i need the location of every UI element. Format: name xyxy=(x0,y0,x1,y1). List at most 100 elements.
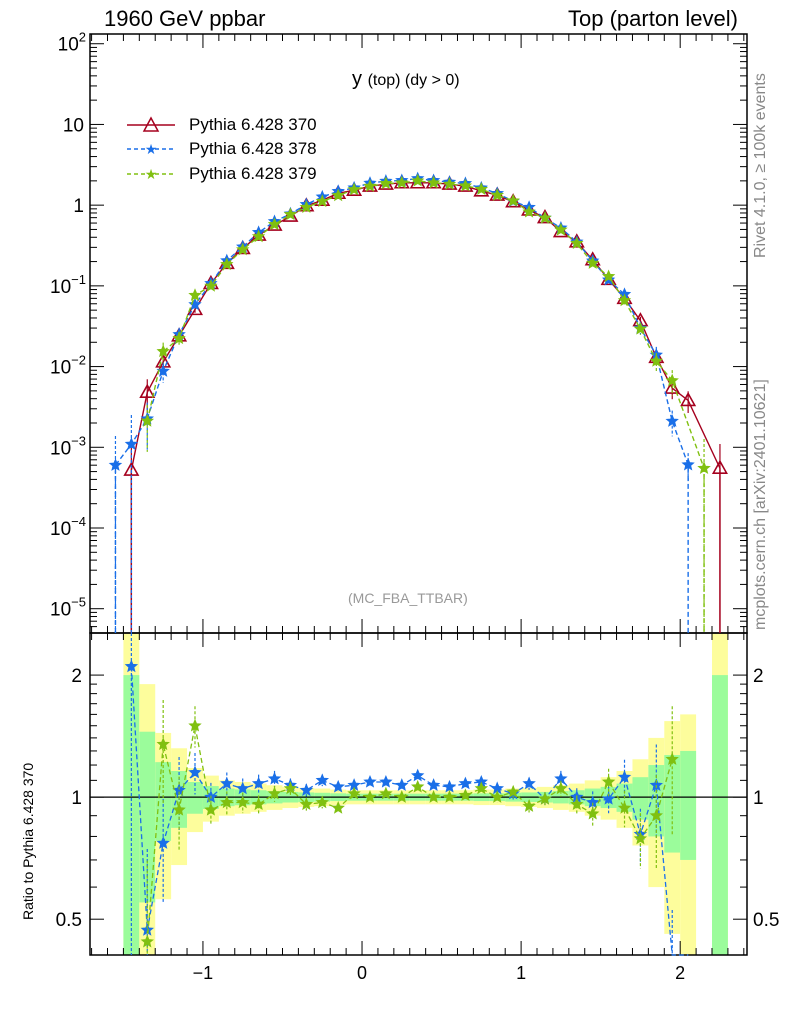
ratio-point-star xyxy=(649,808,663,822)
ratio-point-star xyxy=(395,778,409,791)
ratio-point-star xyxy=(633,831,648,845)
ratio-line-s379 xyxy=(146,725,673,942)
ratio-point-star xyxy=(379,774,393,788)
ratio-point-star xyxy=(315,773,330,787)
legend-item-378: ★ Pythia 6.428 378 xyxy=(125,138,317,160)
data-point-star xyxy=(267,217,282,231)
analysis-watermark: (MC_FBA_TTBAR) xyxy=(348,590,468,606)
ratio-point-star xyxy=(156,737,170,751)
x-tick-label: 2 xyxy=(675,963,685,983)
ratio-point-star xyxy=(490,790,505,803)
legend-star-dashed-icon: ★ xyxy=(127,166,175,182)
data-point-star xyxy=(395,175,409,189)
data-point-star xyxy=(586,256,600,269)
data-point-star xyxy=(601,269,616,283)
ratio-y-tick-label: 1 xyxy=(71,788,82,809)
data-point-star xyxy=(522,204,536,218)
data-point-triangle xyxy=(680,391,697,407)
legend-item-370: Pythia 6.428 370 xyxy=(125,114,317,136)
data-point-triangle xyxy=(250,226,267,241)
data-point-star xyxy=(411,173,425,187)
data-point-star xyxy=(140,414,155,427)
data-point-star xyxy=(665,414,679,427)
ratio-point-star xyxy=(586,806,600,820)
ratio-point-star xyxy=(299,797,314,811)
series-line-s379 xyxy=(146,180,705,633)
data-point-star xyxy=(490,188,505,201)
header-left: 1960 GeV ppbar xyxy=(104,6,266,31)
data-point-star xyxy=(172,331,186,345)
ratio-point-star xyxy=(474,781,488,795)
ratio-line-s378 xyxy=(130,666,689,956)
y-tick-label: 10−3 xyxy=(50,433,86,459)
uncertainty-band-inner xyxy=(187,781,203,814)
ratio-point-star xyxy=(267,786,282,800)
data-point-star xyxy=(458,178,473,192)
plot-title-var: y xyxy=(352,68,362,90)
data-point-triangle xyxy=(711,459,728,474)
data-point-star xyxy=(188,297,202,311)
data-point-star xyxy=(251,229,266,243)
y-tick-label: 102 xyxy=(58,30,86,56)
series-line-ref xyxy=(130,182,721,633)
side-text-mcplots: mcplots.cern.ch [arXiv:2401.10621] xyxy=(752,379,769,630)
ratio-y-label: Ratio to Pythia 6.428 370 xyxy=(20,762,36,920)
data-point-star xyxy=(204,278,218,292)
data-point-star xyxy=(124,437,139,450)
plot-title-rest: (top) (dy > 0) xyxy=(367,72,460,89)
ratio-point-star xyxy=(411,768,425,782)
data-point-star xyxy=(649,354,663,367)
data-point-star xyxy=(156,364,170,377)
legend-label-370: Pythia 6.428 370 xyxy=(189,115,317,134)
data-point-star xyxy=(506,193,520,207)
ratio-y-tick-label: 0.5 xyxy=(56,910,82,931)
ratio-point-star xyxy=(395,790,409,803)
data-point-star xyxy=(379,176,393,190)
ratio-point-star xyxy=(363,790,377,803)
y-tick-label: 10−2 xyxy=(50,353,86,379)
ratio-point-star xyxy=(220,795,234,809)
ratio-point-star xyxy=(124,659,139,673)
data-point-star xyxy=(554,222,568,236)
side-text-rivet: Rivet 4.1.0, ≥ 100k events xyxy=(752,73,769,258)
data-point-star xyxy=(347,182,361,196)
ratio-point-star xyxy=(331,800,345,814)
ratio-point-star xyxy=(538,791,552,805)
ratio-point-star xyxy=(204,802,218,816)
ratio-point-star xyxy=(522,776,536,790)
data-point-star xyxy=(617,293,632,307)
data-point-star xyxy=(570,236,584,250)
ratio-point-star xyxy=(220,776,234,790)
ratio-point-star xyxy=(411,779,425,793)
ratio-y-tick-label-right: 2 xyxy=(753,666,764,687)
data-point-star xyxy=(697,461,711,474)
data-point-star xyxy=(188,288,202,301)
y-tick-label: 10 xyxy=(63,115,84,136)
ratio-point-star xyxy=(379,786,393,800)
y-tick-label: 10−4 xyxy=(50,514,86,540)
ratio-point-star xyxy=(442,779,457,793)
data-point-star xyxy=(633,321,648,335)
legend-star-dashed-icon: ★ xyxy=(127,141,175,157)
x-tick-label: 1 xyxy=(516,963,526,983)
data-point-star xyxy=(156,344,170,358)
data-point-star xyxy=(331,188,345,202)
ratio-point-star xyxy=(442,790,457,803)
ratio-point-star xyxy=(554,781,568,795)
ratio-point-star xyxy=(617,800,632,814)
data-point-star xyxy=(315,194,329,208)
y-tick-label: 10−5 xyxy=(50,595,86,621)
ratio-plot-frame xyxy=(89,632,748,956)
ratio-point-star xyxy=(251,797,266,811)
ratio-point-star xyxy=(251,776,266,790)
ratio-point-star xyxy=(236,781,250,795)
y-tick-label: 1 xyxy=(73,196,84,217)
uncertainty-band-inner xyxy=(680,750,697,860)
ratio-point-star xyxy=(506,784,520,798)
data-point-star xyxy=(363,179,377,192)
ratio-point-star xyxy=(347,786,361,800)
series-line-s378 xyxy=(114,177,689,633)
uncertainty-band-inner xyxy=(632,777,649,820)
data-point-star xyxy=(442,177,457,190)
legend-item-379: ★ Pythia 6.428 379 xyxy=(125,163,317,185)
